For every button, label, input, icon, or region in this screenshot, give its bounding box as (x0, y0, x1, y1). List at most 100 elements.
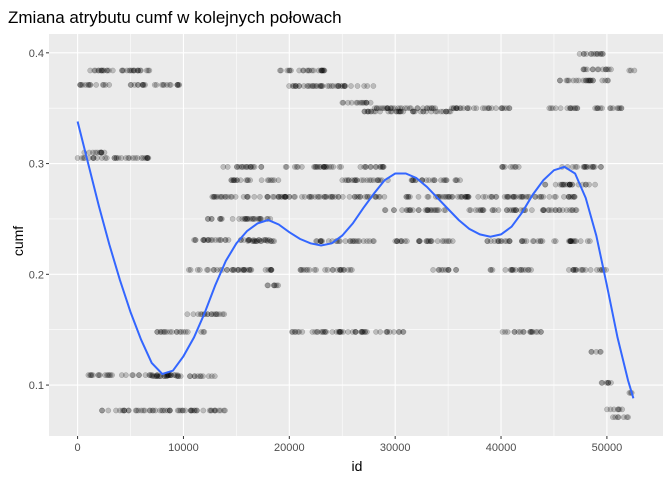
data-point (503, 238, 510, 244)
data-point (519, 193, 525, 200)
data-point (317, 238, 324, 244)
data-point (346, 238, 353, 244)
data-point (498, 238, 505, 244)
data-point (174, 373, 180, 380)
data-point (388, 105, 394, 111)
data-point (90, 155, 97, 161)
data-point (129, 372, 135, 378)
data-point (225, 193, 231, 200)
data-point (250, 216, 256, 222)
data-point (187, 373, 193, 380)
data-point (615, 406, 621, 413)
data-point (182, 329, 189, 335)
data-point (602, 77, 609, 84)
data-point (312, 193, 318, 200)
data-point (499, 329, 506, 335)
data-point (373, 105, 380, 111)
data-point (254, 238, 260, 244)
data-point (449, 238, 456, 244)
data-point (499, 164, 505, 170)
data-point (572, 193, 578, 200)
data-point (314, 193, 321, 200)
data-point (523, 193, 530, 200)
data-point (535, 238, 541, 244)
data-point (187, 267, 194, 273)
data-point (162, 407, 168, 414)
data-point (615, 414, 621, 421)
data-point (138, 407, 145, 414)
data-point (321, 164, 328, 170)
data-point (265, 267, 272, 273)
data-point (607, 105, 613, 111)
data-point (445, 267, 452, 273)
data-point (175, 373, 182, 380)
data-point (258, 177, 265, 183)
data-point (212, 407, 218, 414)
data-point (467, 207, 474, 213)
data-point (286, 83, 292, 89)
data-point (234, 267, 241, 273)
data-point (521, 238, 528, 244)
data-point (219, 216, 225, 222)
data-point (359, 99, 366, 106)
data-point (557, 181, 563, 188)
data-point (94, 149, 100, 156)
data-point (258, 164, 265, 170)
data-point (477, 207, 484, 213)
data-point (579, 267, 586, 273)
data-point (264, 237, 270, 243)
data-point (439, 238, 446, 244)
data-point (333, 329, 340, 335)
data-point (264, 177, 271, 183)
data-point (564, 105, 571, 111)
data-point (447, 108, 454, 115)
data-point (510, 267, 516, 273)
data-point (184, 311, 191, 318)
data-point (395, 105, 401, 111)
data-point (360, 238, 367, 244)
data-point (242, 216, 248, 222)
data-point (568, 105, 574, 111)
data-point (164, 373, 170, 380)
data-point (577, 238, 584, 244)
data-point (365, 108, 371, 115)
data-point (229, 267, 236, 273)
data-point (130, 372, 136, 378)
data-point (292, 329, 299, 335)
data-point (393, 238, 400, 244)
data-point (367, 108, 374, 115)
data-point (100, 82, 106, 88)
data-point (424, 193, 431, 200)
data-point (454, 193, 461, 200)
data-point (506, 105, 513, 111)
data-point (244, 193, 250, 200)
data-point (175, 82, 182, 88)
data-point (357, 193, 364, 200)
data-point (384, 329, 391, 335)
data-point (172, 372, 179, 378)
data-point (614, 105, 621, 111)
data-point (383, 329, 390, 335)
data-point (335, 83, 342, 89)
chart-title: Zmiana atrybutu cumf w kolejnych połowac… (8, 8, 342, 27)
data-point (138, 67, 144, 74)
data-point (504, 193, 511, 200)
data-point (324, 267, 331, 273)
data-point (446, 238, 453, 244)
data-point (387, 105, 394, 111)
data-point (608, 66, 614, 73)
data-point (462, 193, 469, 200)
data-point (119, 67, 125, 74)
data-point (222, 407, 228, 414)
data-point (540, 207, 547, 213)
data-point (440, 193, 447, 200)
data-point (366, 238, 373, 244)
data-point (410, 108, 416, 115)
data-point (400, 329, 406, 335)
data-point (392, 238, 399, 244)
data-point (573, 267, 580, 273)
data-point (339, 177, 346, 183)
data-point (160, 407, 166, 414)
data-point (498, 105, 505, 111)
data-point (106, 82, 112, 88)
